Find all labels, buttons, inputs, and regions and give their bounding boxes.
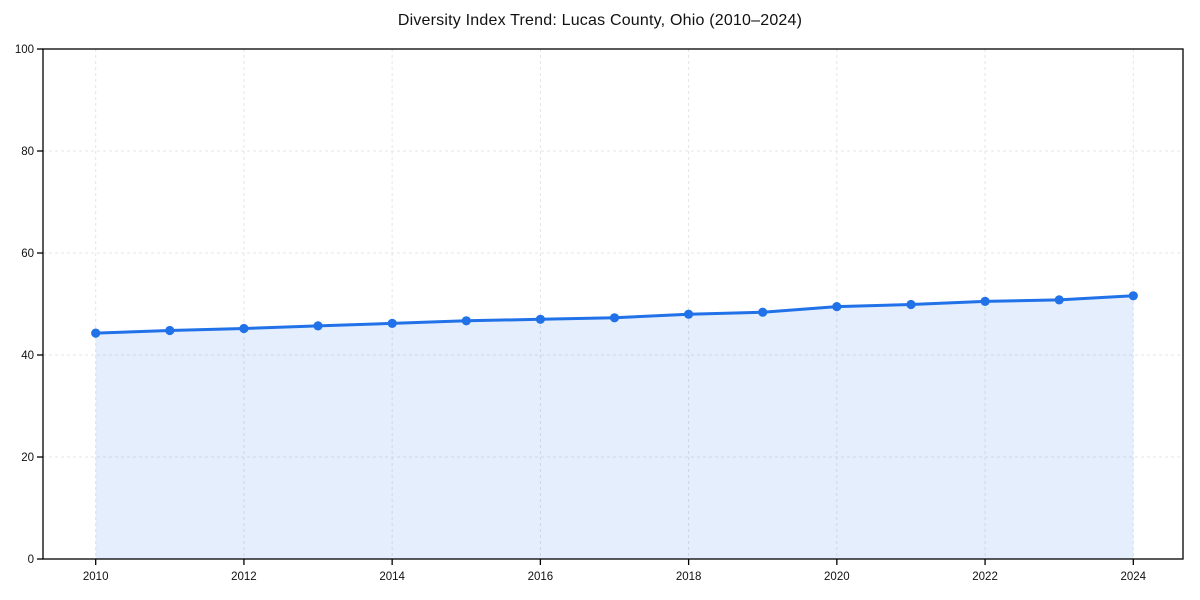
data-point-marker (387, 318, 397, 328)
y-tick-label: 60 (21, 248, 34, 260)
area-fill (95, 295, 1134, 559)
data-point-marker (535, 314, 546, 324)
data-point-marker (165, 325, 175, 336)
data-point-marker (313, 321, 323, 331)
x-tick-label: 2016 (528, 571, 554, 583)
x-tick-label: 2012 (231, 571, 257, 583)
x-tick-label: 2010 (83, 571, 109, 583)
y-tick-label: 80 (21, 146, 34, 158)
data-point-marker (758, 307, 768, 317)
x-tick-label: 2024 (1121, 571, 1147, 583)
data-point-marker (239, 323, 249, 334)
data-point-marker (1128, 291, 1138, 301)
y-tick-label: 100 (15, 44, 34, 56)
y-tick-label: 40 (21, 350, 34, 362)
x-tick-label: 2022 (972, 571, 998, 583)
data-point-marker (91, 328, 101, 338)
data-point-marker (980, 296, 990, 306)
data-point-marker (906, 299, 916, 310)
x-tick-label: 2020 (824, 571, 850, 583)
data-point-marker (609, 313, 620, 323)
x-tick-label: 2014 (379, 571, 405, 583)
x-tick-label: 2018 (676, 571, 702, 583)
data-point-marker (1054, 295, 1064, 305)
chart-title: Diversity Index Trend: Lucas County, Ohi… (397, 12, 803, 29)
y-tick-label: 20 (21, 452, 34, 464)
plot-frame (42, 48, 1184, 560)
data-point-marker (832, 302, 842, 312)
y-tick-label: 0 (28, 554, 34, 566)
data-point-marker (461, 316, 471, 326)
data-point-marker (684, 309, 694, 319)
